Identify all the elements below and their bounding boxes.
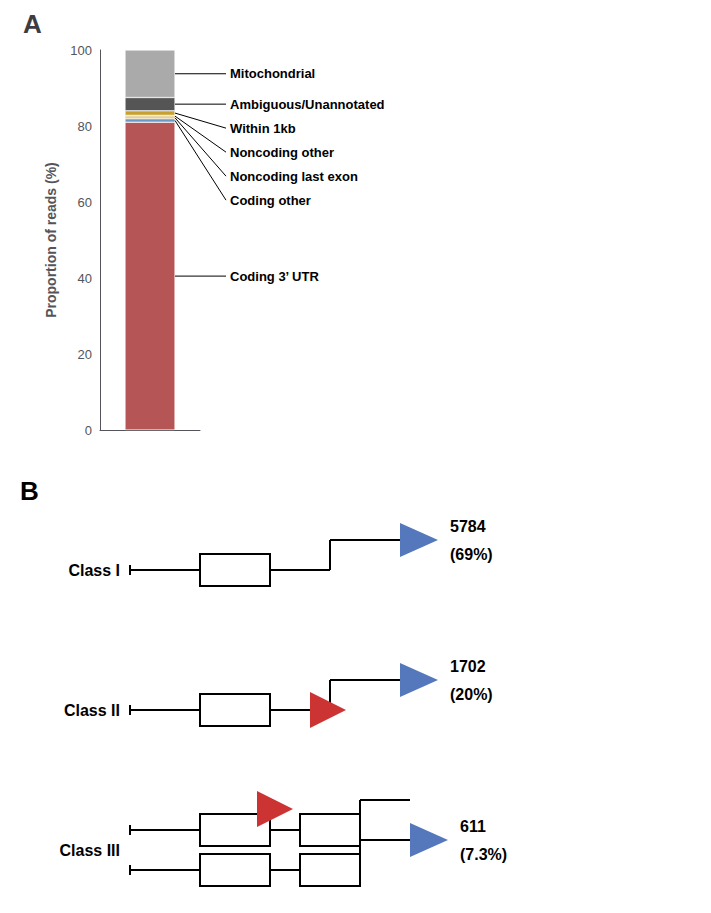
svg-text:1702: 1702 <box>450 658 486 675</box>
svg-text:60: 60 <box>78 195 92 210</box>
svg-text:Class I: Class I <box>68 562 120 579</box>
svg-text:611: 611 <box>460 818 486 835</box>
svg-text:(69%): (69%) <box>450 546 493 563</box>
svg-text:Mitochondrial: Mitochondrial <box>230 66 315 81</box>
svg-text:Within 1kb: Within 1kb <box>230 121 296 136</box>
svg-text:Class II: Class II <box>64 702 120 719</box>
svg-text:20: 20 <box>78 347 92 362</box>
svg-text:Coding other: Coding other <box>230 193 311 208</box>
svg-text:Coding 3’ UTR: Coding 3’ UTR <box>230 269 319 284</box>
svg-text:5784: 5784 <box>450 518 486 535</box>
svg-text:A: A <box>23 9 42 39</box>
svg-text:Ambiguous/Unannotated: Ambiguous/Unannotated <box>230 97 385 112</box>
svg-text:Proportion of reads (%): Proportion of reads (%) <box>43 162 59 318</box>
svg-text:100: 100 <box>70 43 92 58</box>
svg-text:B: B <box>20 476 39 506</box>
svg-text:Class III: Class III <box>60 842 120 859</box>
svg-text:Noncoding other: Noncoding other <box>230 145 334 160</box>
svg-text:Noncoding last exon: Noncoding last exon <box>230 169 358 184</box>
svg-text:40: 40 <box>78 271 92 286</box>
svg-text:0: 0 <box>85 423 92 438</box>
svg-text:(20%): (20%) <box>450 686 493 703</box>
svg-text:(7.3%): (7.3%) <box>460 846 507 863</box>
svg-text:80: 80 <box>78 119 92 134</box>
